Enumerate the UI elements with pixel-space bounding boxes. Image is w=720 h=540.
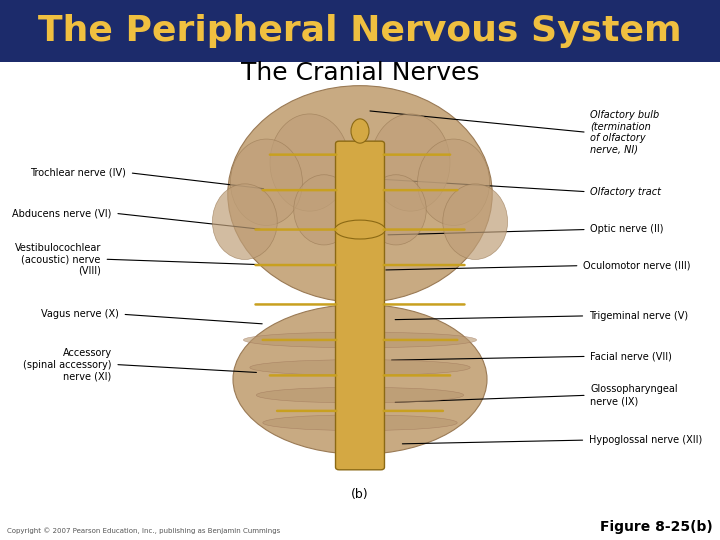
Ellipse shape (250, 360, 470, 375)
Ellipse shape (366, 175, 426, 245)
Ellipse shape (230, 139, 302, 226)
Text: Vagus nerve (X): Vagus nerve (X) (41, 309, 119, 319)
Ellipse shape (443, 184, 508, 259)
Text: Vestibulocochlear
(acoustic) nerve
(VIII): Vestibulocochlear (acoustic) nerve (VIII… (14, 242, 101, 276)
Text: Trigeminal nerve (V): Trigeminal nerve (V) (589, 311, 688, 321)
Text: Abducens nerve (VI): Abducens nerve (VI) (12, 208, 112, 218)
Ellipse shape (228, 86, 492, 302)
Text: Optic nerve (II): Optic nerve (II) (590, 225, 664, 234)
FancyBboxPatch shape (336, 141, 384, 470)
Ellipse shape (418, 139, 490, 226)
Ellipse shape (212, 184, 277, 259)
Text: (b): (b) (351, 488, 369, 501)
Text: Olfactory bulb
(termination
of olfactory
nerve, NI): Olfactory bulb (termination of olfactory… (590, 110, 660, 154)
Bar (0, 0, 720, 62)
Ellipse shape (371, 114, 450, 211)
Ellipse shape (243, 332, 477, 348)
Ellipse shape (256, 387, 464, 403)
Text: Copyright © 2007 Pearson Education, Inc., publishing as Benjamin Cummings: Copyright © 2007 Pearson Education, Inc.… (7, 527, 281, 534)
Text: The Peripheral Nervous System: The Peripheral Nervous System (38, 14, 682, 48)
Ellipse shape (335, 220, 385, 239)
Text: Hypoglossal nerve (XII): Hypoglossal nerve (XII) (589, 435, 702, 445)
Text: Facial nerve (VII): Facial nerve (VII) (590, 352, 672, 361)
Text: Figure 8-25(b): Figure 8-25(b) (600, 519, 713, 534)
Text: Oculomotor nerve (III): Oculomotor nerve (III) (583, 261, 690, 271)
Ellipse shape (270, 114, 349, 211)
Text: Accessory
(spinal accessory)
nerve (XI): Accessory (spinal accessory) nerve (XI) (23, 348, 112, 381)
Ellipse shape (263, 415, 457, 430)
Ellipse shape (351, 119, 369, 143)
Text: The Cranial Nerves: The Cranial Nerves (240, 61, 480, 85)
Text: Olfactory tract: Olfactory tract (590, 187, 662, 197)
Text: Glossopharyngeal
nerve (IX): Glossopharyngeal nerve (IX) (590, 384, 678, 406)
Ellipse shape (294, 175, 354, 245)
Text: Trochlear nerve (IV): Trochlear nerve (IV) (30, 168, 126, 178)
Ellipse shape (233, 305, 487, 454)
